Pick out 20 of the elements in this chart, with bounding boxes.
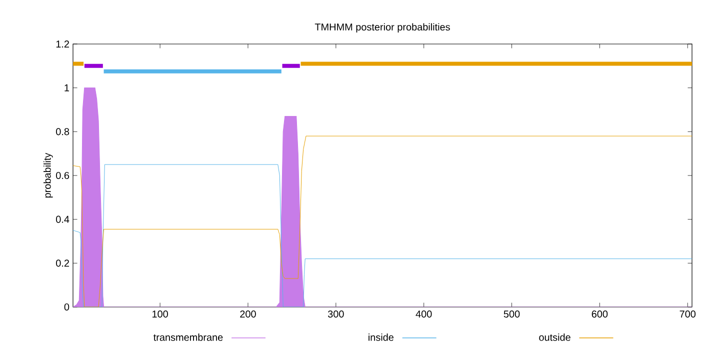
x-tick-label: 100 (152, 310, 168, 318)
x-tick-label: 600 (592, 310, 608, 318)
y-tick-label: 0.4 (56, 216, 70, 223)
line-series (73, 136, 692, 307)
x-tick-label: 300 (328, 310, 344, 318)
legend-label: inside (368, 334, 394, 341)
x-tick-label: 700 (680, 310, 696, 318)
y-tick-label: 0.2 (56, 260, 69, 267)
y-tick-label: 1 (64, 84, 70, 92)
chart-title: TMHMM posterior probabilities (314, 23, 450, 32)
y-tick-label: 1.2 (56, 40, 69, 48)
x-tick-label: 500 (504, 310, 520, 318)
x-tick-label: 200 (240, 310, 256, 318)
y-axis-title: probability (44, 152, 53, 198)
legend-label: transmembrane (154, 334, 223, 341)
y-tick-label: 0.8 (56, 128, 70, 136)
y-tick-label: 0.6 (56, 172, 70, 180)
y-tick-label: 0 (64, 303, 70, 311)
legend-label: outside (539, 334, 570, 341)
x-tick-label: 400 (416, 310, 432, 318)
